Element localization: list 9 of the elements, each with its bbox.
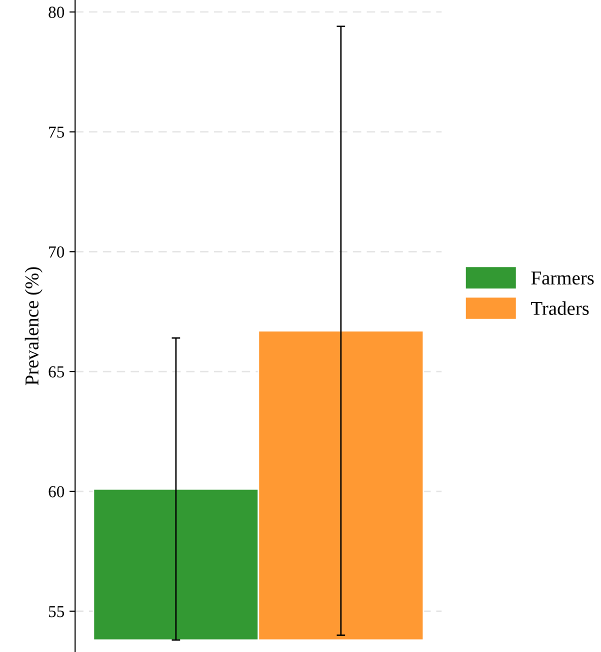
y-axis-title: Prevalence (%) [24,267,42,386]
y-tick-label: 80 [48,6,64,18]
y-tick-label: 60 [48,486,64,498]
y-tick-label: 65 [48,366,64,378]
legend-label: Farmers [531,272,594,285]
y-tick-label: 70 [49,246,64,258]
y-tick-label: 75 [49,126,64,138]
y-tick-label: 55 [49,606,64,618]
legend-label: Traders [531,301,589,315]
